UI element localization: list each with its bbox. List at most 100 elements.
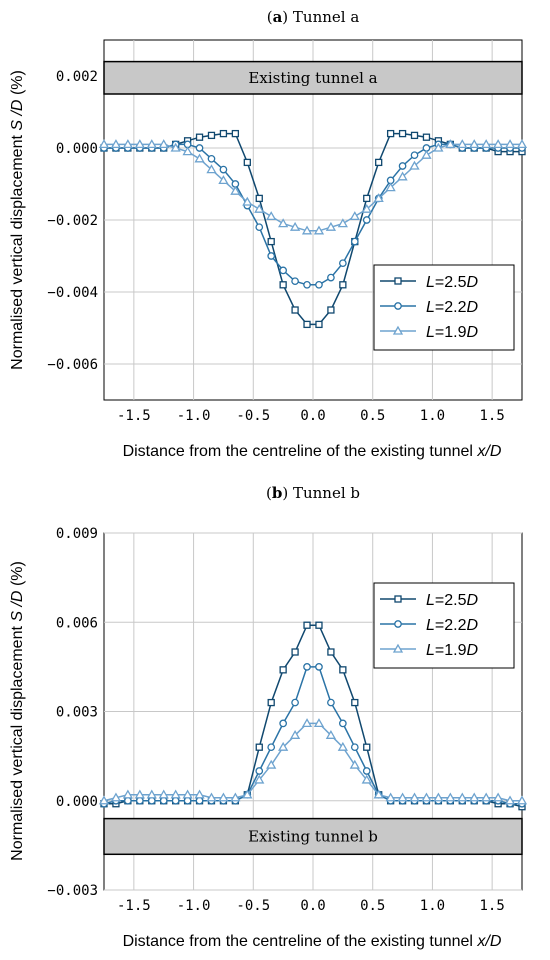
legend-item: L=1.9D	[380, 642, 479, 659]
data-point	[457, 792, 468, 802]
legend-label: L=1.9D	[426, 642, 479, 659]
data-point	[243, 158, 251, 167]
data-point	[255, 194, 263, 203]
data-point	[291, 306, 299, 314]
x-tick-label: -0.5	[236, 898, 270, 914]
data-point	[410, 151, 419, 160]
y-tick-label: 0.000	[56, 794, 98, 810]
data-point	[146, 139, 157, 149]
x-tick-label: 0.0	[300, 408, 325, 424]
data-point	[195, 796, 204, 805]
data-point	[313, 225, 325, 235]
x-axis-label: Distance from the centreline of the exis…	[123, 933, 502, 950]
data-point	[122, 139, 134, 149]
legend-marker	[394, 302, 402, 310]
existing-tunnel-band: Existing tunnel a	[103, 60, 523, 95]
data-point	[219, 129, 228, 138]
data-point	[303, 663, 311, 671]
data-point	[386, 129, 395, 138]
data-point	[170, 142, 181, 152]
tick-labels: -1.5 -1.0 -0.5 0.0 0.5 1.0 1.5 0.009 0.006 0.003 0…	[47, 526, 504, 914]
legend-marker	[394, 277, 402, 285]
data-point	[397, 792, 408, 802]
data-point	[98, 795, 110, 805]
existing-tunnel-label: Existing tunnel a	[248, 69, 377, 87]
data-point	[361, 203, 372, 213]
data-point	[492, 792, 504, 802]
data-point	[516, 139, 528, 149]
y-axis-label: Normalised vertical displacement S /D (%…	[9, 561, 26, 861]
legend-item: L=2.2D	[380, 617, 479, 634]
legend: L=2.5D L=2.2D L=1.9D	[373, 264, 515, 351]
data-point	[303, 320, 311, 329]
data-point	[481, 792, 492, 802]
data-point	[219, 165, 228, 174]
existing-tunnel-label: Existing tunnel b	[248, 827, 378, 845]
legend-marker	[394, 620, 402, 628]
data-point	[504, 795, 516, 805]
data-point	[124, 796, 132, 805]
y-tick-label: 0.002	[56, 69, 98, 85]
existing-tunnel-rect	[103, 817, 523, 856]
data-point	[218, 175, 229, 185]
data-point	[98, 139, 110, 149]
y-tick-label: −0.002	[47, 213, 98, 229]
data-point	[278, 741, 289, 751]
legend-item: L=2.5D	[380, 592, 479, 609]
data-point	[279, 281, 287, 289]
data-point	[327, 273, 335, 282]
data-point	[375, 158, 383, 167]
data-point	[325, 729, 337, 739]
data-point	[110, 792, 122, 802]
data-point	[315, 320, 323, 329]
legend-marker	[392, 643, 404, 653]
data-point	[231, 129, 240, 138]
data-point	[327, 648, 335, 656]
data-point	[433, 142, 444, 152]
data-point	[363, 194, 371, 203]
data-point	[385, 792, 396, 802]
data-point	[339, 719, 347, 728]
data-point	[421, 149, 432, 159]
data-point	[147, 796, 156, 805]
data-point	[349, 759, 360, 769]
data-point	[325, 221, 337, 231]
legend-item: L=1.9D	[380, 324, 479, 341]
data-point	[289, 729, 301, 739]
data-point	[409, 792, 420, 802]
data-point	[373, 789, 384, 799]
data-point	[255, 767, 264, 775]
data-point	[445, 792, 456, 802]
data-point	[433, 792, 444, 802]
data-point	[230, 792, 241, 802]
y-tick-label: 0.006	[56, 615, 98, 631]
legend-item: L=2.5D	[380, 274, 479, 291]
data-point	[301, 225, 313, 235]
data-point	[410, 131, 419, 140]
data-point	[267, 237, 275, 246]
x-tick-label: -1.5	[117, 898, 151, 914]
y-tick-label: −0.003	[47, 883, 98, 899]
data-point	[218, 792, 229, 802]
data-point	[337, 218, 348, 228]
data-point	[350, 743, 359, 752]
legend-marker	[392, 325, 404, 335]
y-tick-label: −0.006	[47, 357, 98, 373]
data-point	[206, 164, 217, 174]
legend-label: L=1.9D	[426, 324, 479, 341]
data-point	[409, 160, 420, 170]
data-point	[122, 789, 134, 799]
data-point	[279, 266, 287, 275]
x-tick-label: -1.0	[177, 898, 211, 914]
data-point	[158, 789, 169, 799]
data-point	[279, 719, 287, 728]
data-point	[445, 139, 456, 149]
legend-label: L=2.5D	[426, 274, 479, 291]
series-layer	[98, 129, 528, 329]
data-point	[206, 792, 217, 802]
data-point	[315, 621, 323, 629]
data-point	[457, 139, 468, 149]
data-point	[301, 718, 313, 728]
panel-title: (b) Tunnel b	[266, 484, 360, 502]
